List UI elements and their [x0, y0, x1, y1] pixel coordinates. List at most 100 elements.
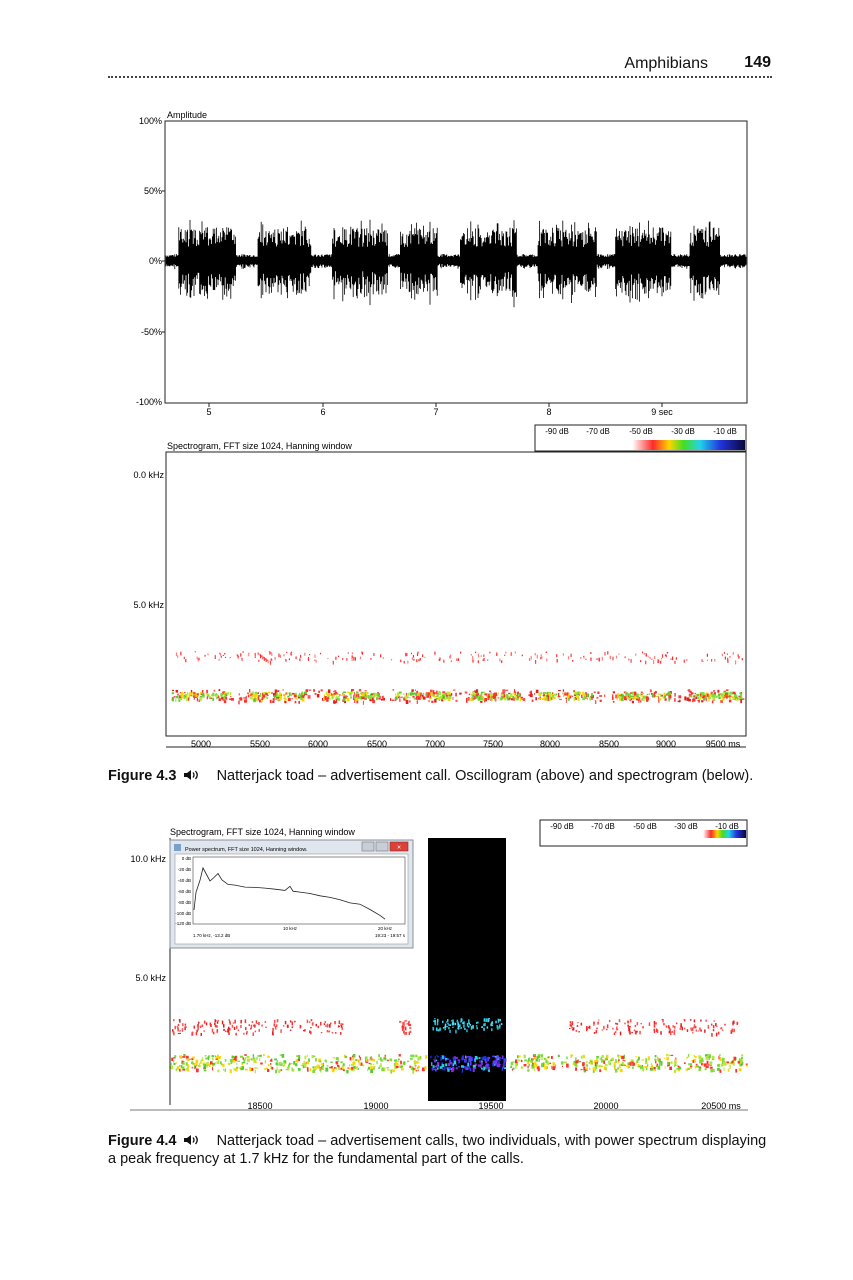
speaker-icon[interactable] — [183, 769, 201, 781]
energy-mark — [351, 689, 355, 691]
energy-mark — [487, 1068, 490, 1072]
energy-mark — [214, 1055, 216, 1057]
energy-mark — [724, 1023, 726, 1026]
energy-mark — [521, 698, 525, 700]
energy-mark — [530, 1060, 534, 1063]
energy-mark — [246, 1062, 248, 1065]
energy-mark — [472, 656, 474, 660]
energy-mark — [288, 692, 291, 696]
energy-mark — [242, 1057, 244, 1060]
energy-mark — [675, 657, 677, 660]
energy-mark — [220, 653, 222, 656]
energy-mark — [228, 1026, 230, 1030]
maximize-button[interactable] — [375, 841, 389, 852]
energy-mark — [437, 1066, 440, 1068]
energy-mark — [508, 692, 511, 695]
figure-label: Figure 4.4 — [108, 1133, 177, 1149]
energy-mark — [179, 1065, 181, 1067]
energy-mark — [306, 1019, 309, 1024]
energy-mark — [272, 1027, 274, 1032]
close-button[interactable] — [389, 841, 409, 852]
energy-mark — [245, 1032, 248, 1035]
energy-mark — [460, 1027, 462, 1029]
energy-mark — [475, 693, 477, 696]
energy-mark — [475, 695, 478, 699]
energy-mark — [401, 1025, 405, 1029]
speaker-icon[interactable] — [183, 1134, 201, 1146]
energy-mark — [303, 1029, 305, 1032]
energy-mark — [406, 653, 408, 657]
energy-mark — [287, 695, 290, 698]
energy-mark — [437, 692, 439, 696]
energy-mark — [651, 1064, 653, 1067]
energy-mark — [683, 1027, 686, 1030]
energy-mark — [201, 1057, 204, 1060]
energy-mark — [618, 1056, 620, 1059]
energy-mark — [483, 1023, 485, 1026]
energy-mark — [452, 1026, 454, 1028]
energy-mark — [197, 658, 199, 662]
energy-mark — [272, 1031, 274, 1035]
energy-mark — [390, 698, 392, 701]
energy-mark — [494, 692, 497, 696]
energy-mark — [198, 1021, 200, 1024]
energy-mark — [664, 654, 666, 657]
energy-mark — [580, 1022, 583, 1026]
energy-mark — [390, 658, 393, 661]
energy-mark — [590, 657, 592, 661]
energy-mark — [653, 660, 655, 664]
energy-mark — [692, 1060, 695, 1063]
colorbar-label: -10 dB — [715, 822, 739, 831]
energy-mark — [576, 695, 579, 699]
energy-mark — [384, 1054, 386, 1057]
energy-mark — [201, 1024, 204, 1027]
energy-mark — [464, 1058, 467, 1063]
energy-mark — [212, 1062, 215, 1066]
energy-mark — [663, 692, 666, 696]
energy-mark — [547, 1056, 549, 1059]
energy-mark — [351, 655, 353, 659]
energy-mark — [639, 1030, 641, 1035]
energy-mark — [469, 1024, 471, 1026]
energy-mark — [274, 1025, 277, 1030]
energy-mark — [523, 1054, 526, 1059]
energy-mark — [185, 1055, 189, 1059]
energy-mark — [191, 1066, 193, 1069]
energy-mark — [562, 689, 565, 692]
energy-mark — [608, 1019, 611, 1023]
energy-mark — [567, 656, 570, 660]
energy-mark — [552, 1066, 556, 1071]
energy-mark — [444, 1066, 446, 1071]
energy-mark — [596, 1056, 598, 1060]
energy-mark — [399, 1021, 402, 1023]
energy-mark — [217, 1056, 221, 1059]
energy-mark — [717, 693, 720, 697]
energy-mark — [486, 1026, 489, 1029]
energy-mark — [491, 1028, 493, 1032]
power-spectrum-window[interactable]: Power spectrum, FFT size 1024, Hanning w… — [169, 839, 414, 949]
energy-mark — [728, 692, 730, 696]
energy-mark — [637, 1059, 640, 1061]
energy-mark — [184, 691, 186, 694]
energy-mark — [352, 1054, 356, 1058]
energy-mark — [553, 697, 556, 700]
energy-mark — [599, 699, 602, 702]
energy-mark — [674, 1058, 677, 1063]
minimize-button[interactable] — [361, 841, 375, 852]
energy-mark — [566, 692, 569, 694]
energy-mark — [237, 1060, 240, 1062]
energy-mark — [177, 1068, 179, 1070]
energy-mark — [343, 694, 345, 698]
energy-mark — [558, 692, 560, 697]
energy-mark — [464, 1028, 466, 1030]
energy-mark — [276, 694, 280, 698]
energy-mark — [434, 1066, 438, 1068]
energy-mark — [483, 658, 485, 662]
energy-mark — [463, 1021, 465, 1025]
energy-mark — [366, 691, 368, 696]
energy-mark — [597, 1021, 599, 1025]
energy-mark — [633, 696, 637, 700]
energy-mark — [359, 656, 362, 660]
energy-mark — [570, 653, 572, 658]
energy-mark — [735, 698, 738, 701]
